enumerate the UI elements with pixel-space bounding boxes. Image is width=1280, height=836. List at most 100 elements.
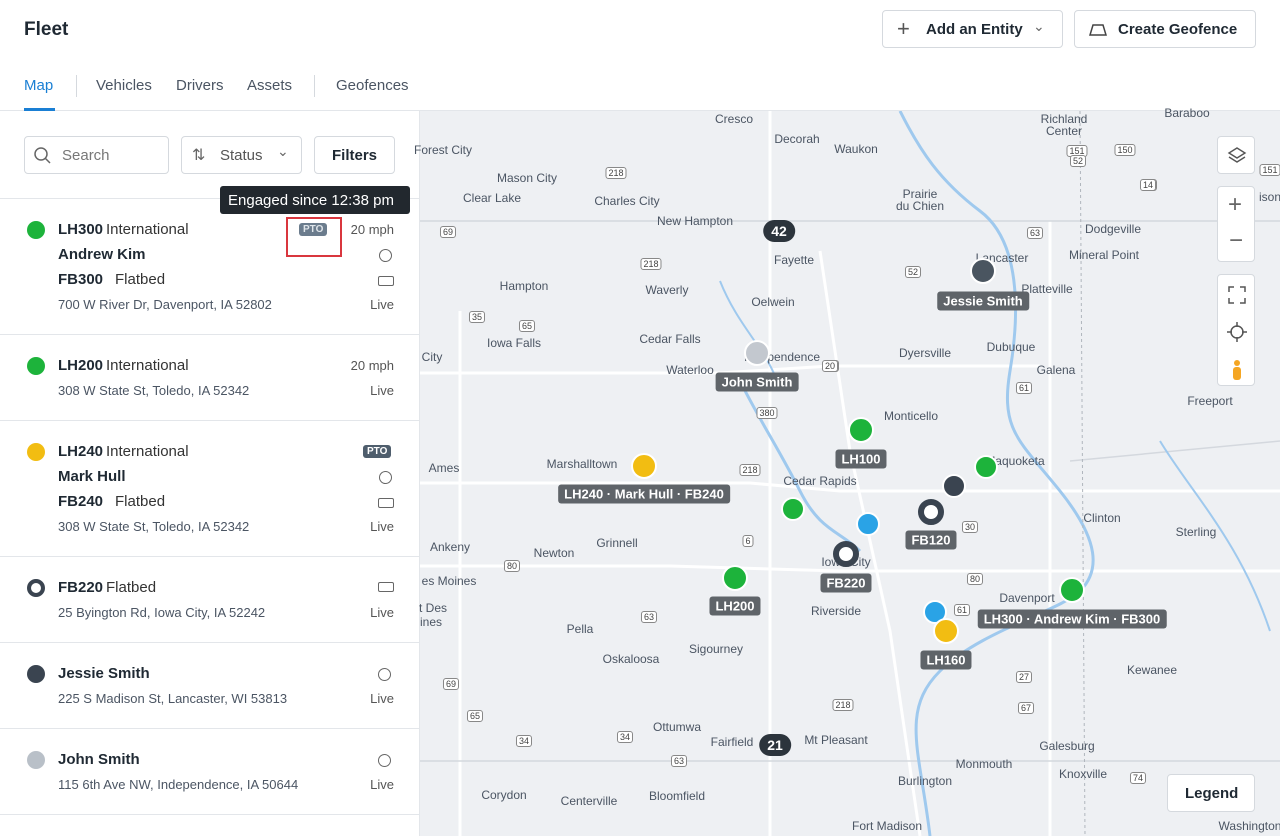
road-shield: 67	[1017, 702, 1035, 714]
tab[interactable]: Geofences	[336, 77, 409, 94]
map-marker[interactable]	[970, 258, 996, 284]
map-marker[interactable]	[933, 618, 959, 644]
layers-button[interactable]	[1217, 136, 1255, 174]
item-title: LH240	[58, 443, 104, 460]
map-marker[interactable]	[974, 455, 998, 479]
status-icon	[27, 443, 45, 461]
road-shield: 80	[966, 573, 984, 585]
tab[interactable]: Drivers	[176, 77, 224, 94]
map-marker[interactable]	[1059, 577, 1085, 603]
address: 115 6th Ave NW, Independence, IA 50644	[58, 777, 299, 792]
place-label: du Chien	[895, 199, 945, 213]
place-label: Kewanee	[1126, 663, 1178, 677]
map-marker[interactable]	[856, 512, 880, 536]
item-title: FB220	[58, 579, 104, 596]
map-marker[interactable]	[942, 474, 966, 498]
address: 308 W State St, Toledo, IA 52342	[58, 383, 250, 398]
place-label: Washington	[1218, 819, 1280, 833]
place-label: Monticello	[883, 409, 939, 423]
divider	[0, 198, 419, 199]
place-label: Fairfield	[710, 735, 754, 749]
map-marker[interactable]	[848, 417, 874, 443]
road-shield: 65	[466, 710, 484, 722]
item-title: Jessie Smith	[58, 665, 150, 682]
tab[interactable]: Assets	[247, 77, 293, 94]
place-label: Mt Pleasant	[804, 733, 868, 747]
place-label: Hampton	[499, 279, 549, 293]
place-label: Cedar Rapids	[783, 474, 857, 488]
add-entity-button[interactable]: + Add an Entity ⌄	[882, 10, 1063, 48]
map-marker[interactable]	[833, 541, 859, 567]
place-label: Ames	[428, 461, 460, 475]
zoom-out[interactable]: −	[1229, 227, 1244, 254]
place-label: Cresco	[714, 112, 754, 126]
marker-label: Jessie Smith	[937, 291, 1029, 311]
map-marker[interactable]	[722, 565, 748, 591]
locate-icon[interactable]	[1227, 322, 1247, 342]
filters-button[interactable]: Filters	[314, 136, 395, 174]
divider	[0, 814, 419, 815]
tab[interactable]: Map	[24, 77, 54, 94]
road-shield: 20	[821, 360, 839, 372]
battery-icon	[378, 276, 394, 286]
place-label: Clinton	[1083, 511, 1121, 525]
geofence-icon	[1089, 24, 1107, 36]
road-shield: 218	[605, 167, 627, 179]
clock-icon	[378, 754, 391, 767]
marker-label: LH240 · Mark Hull · FB240	[558, 484, 730, 504]
place-label: t Des	[418, 601, 448, 615]
live-status: Live	[370, 297, 394, 312]
highlight-box	[286, 217, 342, 257]
cluster-badge[interactable]: 42	[763, 220, 795, 242]
road-shield: 63	[670, 755, 688, 767]
sidebar	[0, 111, 420, 836]
fullscreen-icon[interactable]	[1227, 285, 1247, 305]
search-icon	[34, 147, 51, 164]
place-label: Oelwein	[751, 295, 795, 309]
place-label: Fayette	[773, 253, 815, 267]
tab[interactable]: Vehicles	[96, 77, 152, 94]
road-shield: 6	[742, 535, 754, 547]
road-shield: 65	[518, 320, 536, 332]
battery-icon	[378, 498, 394, 508]
search-input[interactable]: Search	[24, 136, 169, 174]
road-shield: 34	[616, 731, 634, 743]
item-subtitle: Flatbed	[106, 579, 157, 596]
place-label: Waterloo	[666, 363, 714, 377]
road-shield: 63	[1026, 227, 1044, 239]
legend-button[interactable]: Legend	[1167, 774, 1255, 812]
place-label: Ottumwa	[652, 720, 702, 734]
live-status: Live	[370, 383, 394, 398]
zoom-in[interactable]: +	[1228, 191, 1243, 218]
street-view-icon[interactable]	[1229, 359, 1245, 381]
road-shield: 69	[439, 226, 457, 238]
zoom-controls: + −	[1217, 186, 1255, 262]
create-geofence-button[interactable]: Create Geofence	[1074, 10, 1256, 48]
pto-badge: PTO	[299, 223, 328, 236]
chevron: ⌄	[1033, 18, 1045, 34]
road-shield: 218	[640, 258, 662, 270]
map-marker[interactable]	[918, 499, 944, 525]
map-marker[interactable]	[744, 340, 770, 366]
place-label: Platteville	[1021, 282, 1073, 296]
pto-badge: PTO	[363, 445, 392, 458]
live-status: Live	[370, 777, 394, 792]
marker-label: John Smith	[715, 372, 799, 392]
tab-separator	[314, 75, 315, 97]
road-shield: 34	[515, 735, 533, 747]
address: 225 S Madison St, Lancaster, WI 53813	[58, 691, 288, 706]
trailer-type: Flatbed	[115, 493, 166, 510]
road-shield: 74	[1129, 772, 1147, 784]
status-sort[interactable]: ⇅ Status ⌄	[181, 136, 302, 174]
place-label: Center	[1045, 124, 1083, 138]
map-marker[interactable]	[781, 497, 805, 521]
place-label: Grinnell	[596, 536, 638, 550]
cluster-badge[interactable]: 21	[759, 734, 791, 756]
battery-icon	[378, 582, 394, 592]
marker-label: LH300 · Andrew Kim · FB300	[977, 609, 1167, 629]
status-icon	[27, 579, 45, 597]
live-status: Live	[370, 519, 394, 534]
place-label: New Hampton	[656, 214, 734, 228]
map-marker[interactable]	[631, 453, 657, 479]
